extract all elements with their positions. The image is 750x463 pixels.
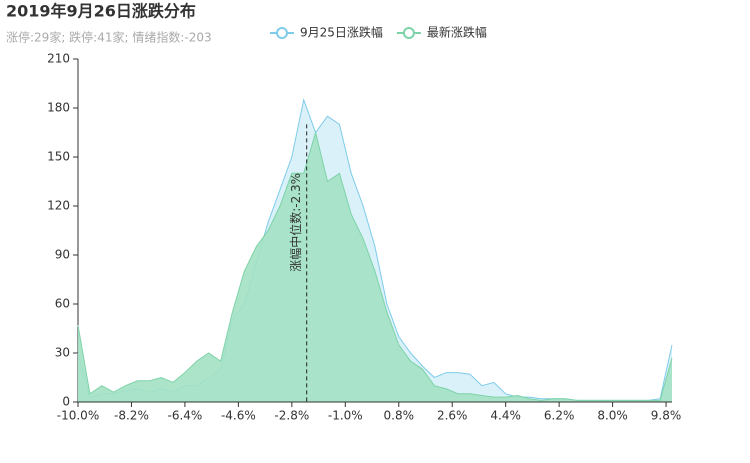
area-line — [77, 130, 673, 401]
legend-label: 最新涨跌幅 — [427, 25, 487, 40]
area — [78, 99, 672, 403]
x-tick-label: -10.0% — [57, 409, 99, 423]
area — [78, 132, 672, 402]
x-tick-label: 6.2% — [544, 409, 575, 423]
x-tick-label: 4.4% — [490, 409, 521, 423]
legend-marker — [402, 27, 415, 39]
y-tick-label: 30 — [55, 346, 70, 360]
chart-subtitle: 涨停:29家; 跌停:41家; 情绪指数:-203 — [6, 30, 212, 45]
x-tick-label: -4.6% — [221, 409, 256, 423]
x-tick-label: 0.8% — [384, 409, 415, 423]
y-tick-label: 180 — [47, 101, 70, 115]
x-tick-label: 9.8% — [651, 409, 682, 423]
x-tick-label: -2.8% — [274, 409, 309, 423]
y-tick-label: 150 — [47, 150, 70, 164]
chart-title: 2019年9月26日涨跌分布 — [6, 2, 196, 21]
x-tick-label: 8.0% — [597, 409, 628, 423]
median-label: 涨幅中位数:-2.3% — [288, 173, 303, 272]
x-tick-label: -8.2% — [114, 409, 149, 423]
y-tick-label: 210 — [47, 52, 70, 66]
x-tick-label: -6.4% — [168, 409, 203, 423]
x-tick-label: -1.0% — [328, 409, 363, 423]
y-tick-label: 60 — [55, 297, 70, 311]
x-tick-label: 2.6% — [437, 409, 468, 423]
y-tick-label: 0 — [62, 395, 70, 409]
y-tick-label: 90 — [55, 248, 70, 262]
legend-label: 9月25日涨跌幅 — [300, 25, 383, 40]
y-tick-label: 120 — [47, 199, 70, 213]
legend-marker — [276, 27, 288, 39]
